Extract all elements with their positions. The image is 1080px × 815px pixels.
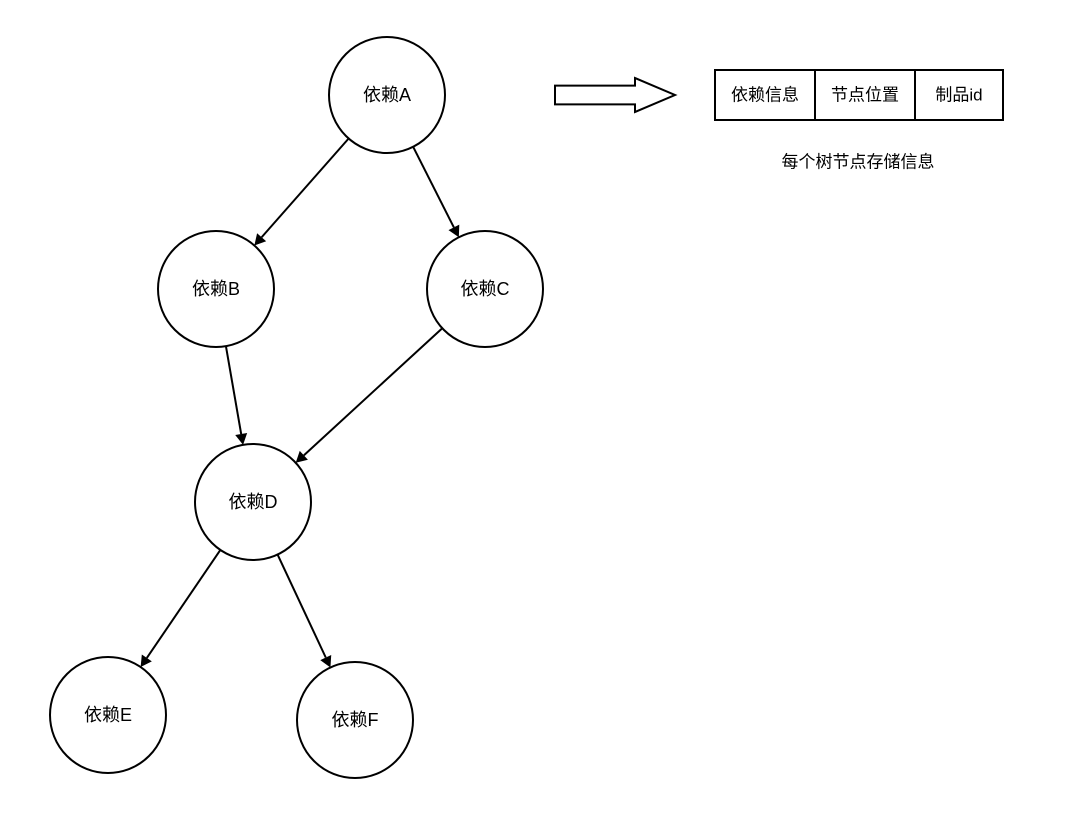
edge-B-D-arrowhead-icon (235, 433, 247, 445)
node-f: 依赖F (297, 662, 413, 778)
node-info-table: 依赖信息 节点位置 制品id (715, 70, 1003, 120)
node-e: 依赖E (50, 657, 166, 773)
node-b-label: 依赖B (192, 279, 240, 299)
info-cell-2: 制品id (915, 70, 1003, 120)
block-arrow-icon (555, 78, 675, 112)
edges-group (141, 139, 460, 668)
edge-C-D (304, 328, 442, 455)
node-f-label: 依赖F (332, 710, 379, 730)
edge-A-B (262, 139, 349, 238)
node-c: 依赖C (427, 231, 543, 347)
edge-B-D (226, 346, 241, 434)
node-a: 依赖A (329, 37, 445, 153)
edge-D-E-arrowhead-icon (141, 655, 152, 667)
info-cell-1: 节点位置 (815, 70, 915, 120)
node-b: 依赖B (158, 231, 274, 347)
node-e-label: 依赖E (84, 705, 132, 725)
edge-A-C (413, 147, 454, 228)
edge-D-E (147, 550, 221, 658)
info-cell-2-label: 制品id (935, 86, 982, 105)
caption-text: 每个树节点存储信息 (782, 153, 935, 172)
node-d-label: 依赖D (229, 492, 278, 512)
dependency-tree-diagram: 依赖A 依赖B 依赖C 依赖D 依赖E 依赖F 依赖信息 节点位置 (0, 0, 1080, 815)
node-c-label: 依赖C (461, 279, 510, 299)
info-cell-0-label: 依赖信息 (731, 86, 799, 105)
node-a-label: 依赖A (363, 85, 411, 105)
info-cell-0: 依赖信息 (715, 70, 815, 120)
edge-D-F (278, 555, 326, 658)
info-cell-1-label: 节点位置 (831, 86, 899, 105)
node-d: 依赖D (195, 444, 311, 560)
